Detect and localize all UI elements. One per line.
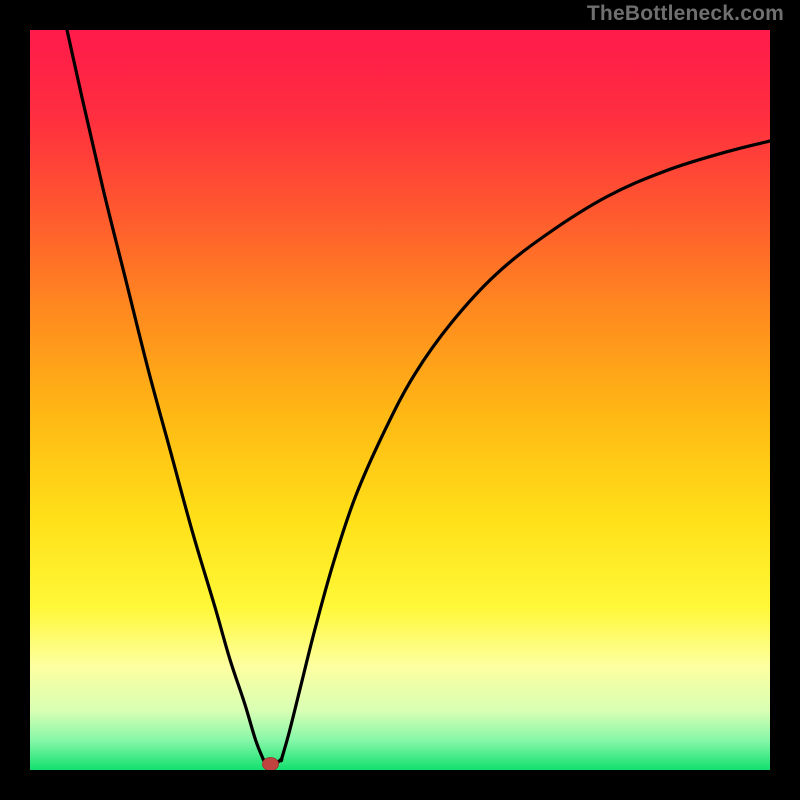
chart-stage: TheBottleneck.com [0,0,800,800]
watermark-text: TheBottleneck.com [587,2,784,26]
bottleneck-chart [0,0,800,800]
